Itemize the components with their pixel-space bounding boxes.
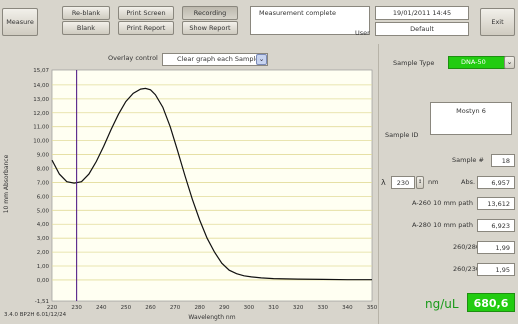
x-tick-label: 330 [318, 305, 329, 311]
y-tick-label: 10,00 [33, 139, 49, 145]
ratio-260-230-label: 260/230 [453, 265, 481, 273]
x-tick-label: 260 [145, 305, 156, 311]
y-tick-label: 5,00 [37, 208, 50, 214]
series-line [51, 87, 372, 281]
x-tick-label: 270 [170, 305, 181, 311]
reblank-button[interactable]: Re-blank [62, 6, 110, 20]
y-tick-label: 11,00 [33, 125, 49, 131]
sample-id-field[interactable]: Mostyn 6 [430, 102, 512, 135]
measure-button[interactable]: Measure [2, 8, 38, 36]
y-tick-label: 12,00 [33, 111, 49, 117]
y-tick-labels: 15,07 14,00 13,00 12,00 11,00 10,00 9,00 8,00 7,… [33, 68, 49, 305]
x-tick-label: 310 [268, 305, 279, 311]
absorbance-chart: 15,07 14,00 13,00 12,00 11,00 10,00 9,00 8,00 7,… [3, 68, 377, 321]
concentration-unit: ng/uL [425, 297, 459, 311]
y-tick-label: 9,00 [37, 153, 50, 159]
ratio-260-280-label: 260/280 [453, 243, 481, 251]
lambda-symbol: λ [381, 178, 386, 187]
x-tick-label: 300 [244, 305, 255, 311]
a280-value: 6,923 [477, 219, 515, 232]
overlay-select-value: Clear graph each Sample [177, 55, 260, 63]
blank-button[interactable]: Blank [62, 21, 110, 35]
sample-type-select[interactable]: DNA-50 [448, 56, 506, 69]
x-tick-label: 220 [47, 305, 58, 311]
y-tick-label: 13,00 [33, 97, 49, 103]
sample-type-chevron-icon[interactable]: ⌄ [504, 56, 515, 69]
overlay-select[interactable]: Clear graph each Sample [162, 53, 268, 66]
x-tick-label: 340 [342, 305, 353, 311]
x-tick-label: 280 [194, 305, 205, 311]
ratio-260-230-value: 1,95 [477, 263, 515, 276]
wavelength-stepper-icon[interactable]: ↕ [416, 176, 424, 189]
a280-label: A-280 10 mm path [412, 221, 473, 229]
y-tick-label: 14,00 [33, 83, 49, 89]
x-tick-label: 350 [367, 305, 377, 311]
y-tick-label: 15,07 [33, 68, 49, 74]
sample-id-label: Sample ID [385, 131, 419, 139]
x-tick-label: 250 [121, 305, 132, 311]
chevron-down-icon[interactable]: ⌄ [256, 54, 267, 65]
a260-value: 13,612 [477, 197, 515, 210]
version-footer: 3.4.0 BP2H 6.01/12/24 [4, 312, 67, 318]
concentration-value: 680,6 [467, 293, 515, 312]
user-field[interactable]: Default [375, 22, 469, 36]
exit-button[interactable]: Exit [480, 8, 515, 36]
nm-label: nm [428, 178, 439, 186]
sample-num-field: 18 [491, 154, 515, 167]
datetime-display: 19/01/2011 14:45 [375, 6, 469, 20]
x-tick-label: 240 [96, 305, 107, 311]
main-area: Overlay control Clear graph each Sample … [0, 44, 518, 324]
wavelength-field[interactable]: 230 [391, 176, 415, 189]
x-tick-label: 290 [219, 305, 230, 311]
print-screen-button[interactable]: Print Screen [118, 6, 174, 20]
y-tick-label: 8,00 [37, 167, 50, 173]
y-tick-label: 1,00 [37, 264, 50, 270]
sample-num-label: Sample # [452, 156, 484, 164]
y-tick-label: -1,51 [35, 299, 49, 305]
grid [52, 84, 372, 281]
recording-button[interactable]: Recording [182, 6, 238, 20]
toolbar: Measure Re-blank Blank Print Screen Prin… [0, 0, 518, 42]
y-tick-label: 0,00 [37, 278, 50, 284]
divider [378, 44, 379, 324]
x-tick-label: 320 [293, 305, 304, 311]
y-tick-label: 2,00 [37, 250, 50, 256]
sample-type-value: DNA-50 [461, 58, 486, 66]
plot-background [51, 69, 373, 302]
x-tick-labels: 220 230 240 250 260 270 280 290 300 310 320 330 340 3… [47, 305, 377, 311]
user-label: User [355, 29, 370, 37]
print-report-button[interactable]: Print Report [118, 21, 174, 35]
y-tick-label: 4,00 [37, 222, 50, 228]
x-axis-label: Wavelength nm [188, 314, 235, 321]
a260-label: A-260 10 mm path [412, 199, 473, 207]
sample-type-label: Sample Type [393, 59, 435, 67]
show-report-button[interactable]: Show Report [182, 21, 238, 35]
abs-label: Abs. [461, 178, 476, 186]
y-axis-label: 10 mm Absorbance [3, 154, 10, 213]
abs-value: 6,957 [477, 176, 515, 189]
status-display: Measurement complete [250, 6, 370, 35]
y-tick-label: 7,00 [37, 180, 50, 186]
x-tick-label: 230 [71, 305, 82, 311]
ratio-260-280-value: 1,99 [477, 241, 515, 254]
y-tick-label: 6,00 [37, 194, 50, 200]
overlay-label: Overlay control [108, 54, 158, 62]
y-tick-label: 3,00 [37, 236, 50, 242]
